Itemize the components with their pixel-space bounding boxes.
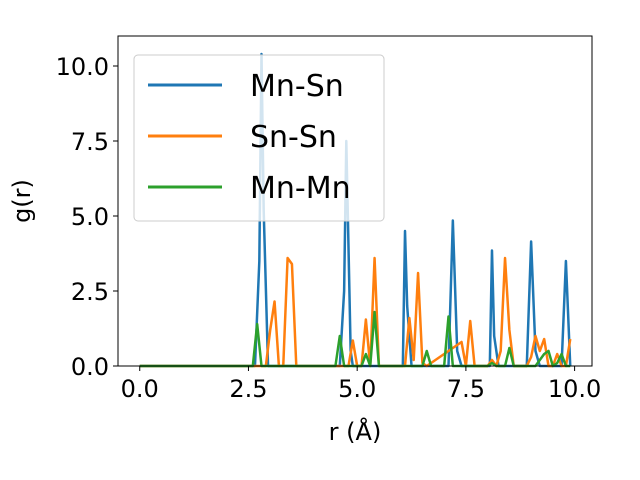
y-axis: 0.0 2.5 5.0 7.5 10.0 xyxy=(56,53,118,381)
y-tick-label: 0.0 xyxy=(71,353,109,381)
x-tick-label: 0.0 xyxy=(121,375,159,403)
series-line-mn-mn xyxy=(139,310,571,368)
y-tick-label: 10.0 xyxy=(56,53,109,81)
legend-label: Mn-Mn xyxy=(250,171,351,206)
series-line-sn-sn xyxy=(139,256,572,368)
x-tick-label: 7.5 xyxy=(447,375,485,403)
x-tick-label: 10.0 xyxy=(548,375,601,403)
legend: Mn-Sn Sn-Sn Mn-Mn xyxy=(133,54,385,222)
x-tick-label: 5.0 xyxy=(338,375,376,403)
x-axis-label: r (Å) xyxy=(329,417,382,446)
legend-box xyxy=(133,54,385,222)
plot-frame xyxy=(117,35,593,367)
y-tick-label: 5.0 xyxy=(71,203,109,231)
y-tick-label: 7.5 xyxy=(71,128,109,156)
x-axis: 0.0 2.5 5.0 7.5 10.0 xyxy=(121,366,601,403)
y-axis-label: g(r) xyxy=(8,179,36,223)
y-tick-label: 2.5 xyxy=(71,278,109,306)
x-tick-label: 2.5 xyxy=(229,375,267,403)
legend-label: Mn-Sn xyxy=(250,69,344,104)
legend-label: Sn-Sn xyxy=(250,120,337,155)
